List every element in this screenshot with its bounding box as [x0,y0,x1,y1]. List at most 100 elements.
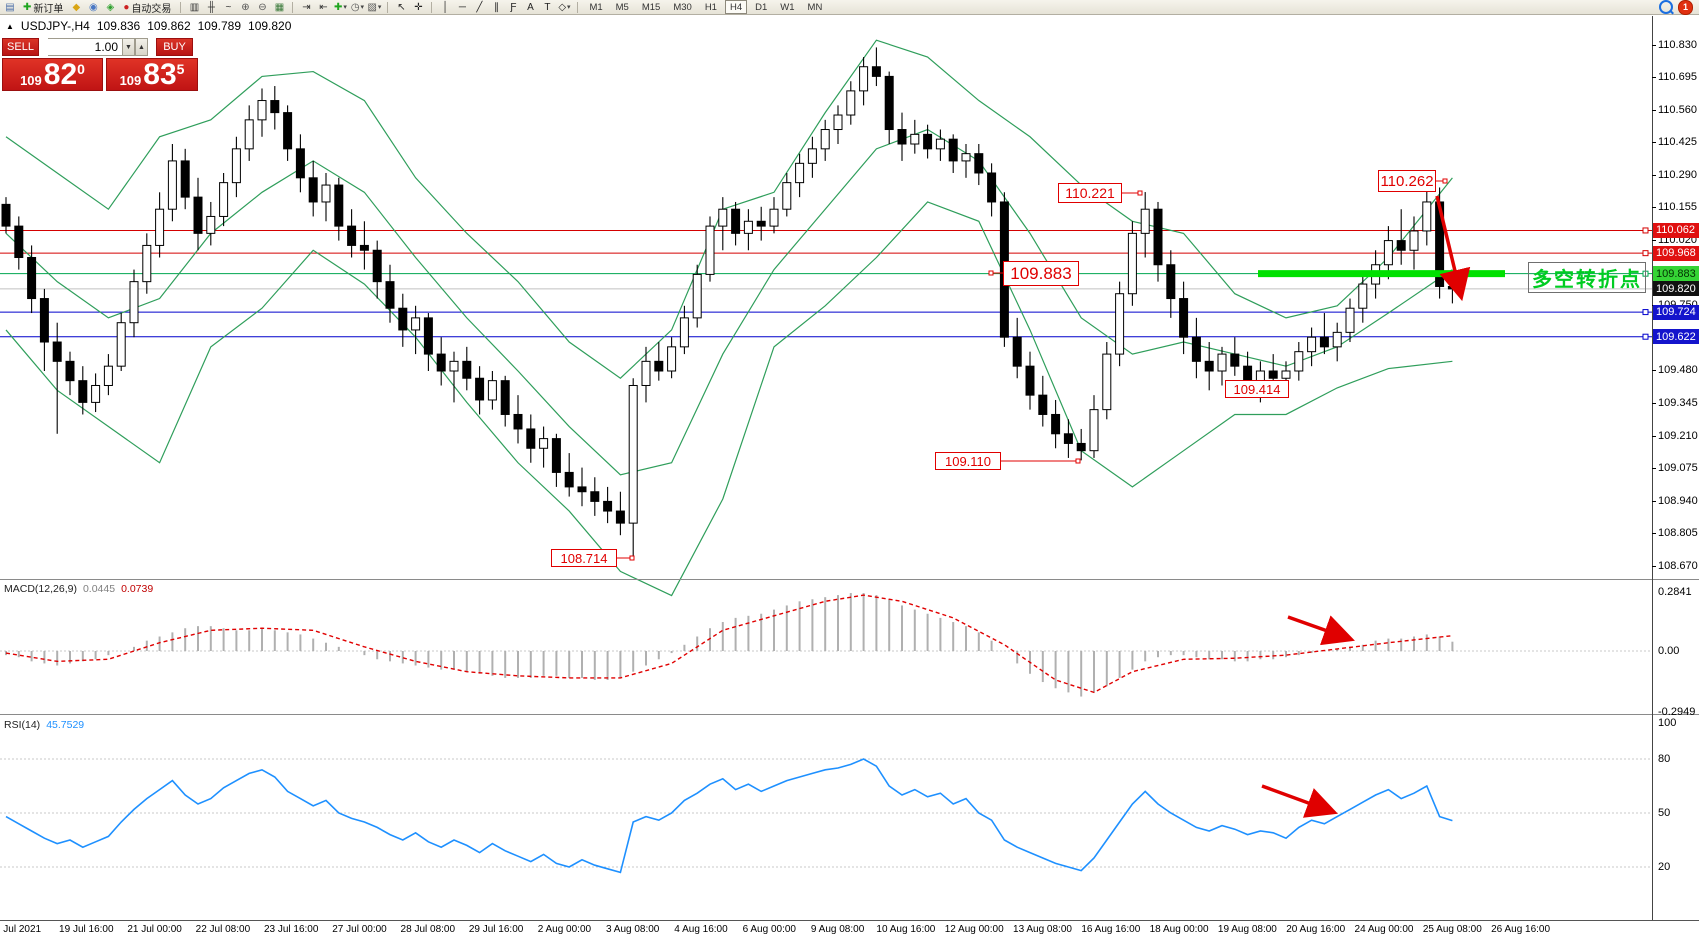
new-order-button[interactable]: ✚ 新订单 [20,1,66,15]
templates-button[interactable]: ▧ ▾ [367,1,382,13]
rsi-down-arrow[interactable] [1261,784,1338,818]
autotrade-button-label: 自动交易 [131,3,172,15]
time-axis-label: 28 Jul 08:00 [400,924,456,935]
candlestick-chart-icon[interactable]: ╫ [207,1,215,13]
auto-scroll-icon[interactable]: ⇥ [302,1,311,13]
price-annotation-label[interactable]: 110.221 [1058,183,1122,203]
buy-price-prefix: 109 [119,73,142,88]
tile-windows-icon[interactable]: ▦ [274,1,285,13]
timeframe-button-m1[interactable]: M1 [589,1,603,13]
price-badge: 109.622 [1653,329,1699,345]
macd-indicator-label: MACD(12,26,9) 0.0445 0.0739 [4,583,153,595]
notifications-icon[interactable]: 1 [1678,0,1693,15]
price-tick-label: 109.345 [1658,397,1698,410]
price-down-arrow[interactable] [1435,195,1471,302]
price-annotation-label[interactable]: 108.714 [551,549,617,567]
macd-tick-label: -0.2949 [1658,705,1696,718]
chart-shift-icon[interactable]: ⇤ [319,1,328,13]
timeframe-button-m5[interactable]: M5 [615,1,629,13]
macd-down-arrow[interactable] [1287,615,1355,646]
price-tick [1652,174,1656,176]
sell-price-button[interactable]: 109 82 0 [2,58,103,91]
price-annotation-label[interactable]: 109.414 [1225,380,1289,398]
periods-button[interactable]: ◷ ▾ [350,1,365,13]
crosshair-icon[interactable]: ✛ [414,1,423,13]
community-icon[interactable]: ◉ [89,1,98,13]
time-axis-label: 24 Aug 00:00 [1354,924,1414,935]
time-axis-label: 23 Jul 16:00 [263,924,319,935]
cursor-icon[interactable]: ↖ [397,1,406,13]
macd-signal-value: 0.0739 [121,583,154,595]
timeframe-button-h1[interactable]: H1 [704,1,717,13]
macd-name: MACD(12,26,9) [4,583,77,595]
price-tick [1652,500,1656,502]
symbol-marker-icon: ▲ [6,21,14,31]
timeframe-button-d1[interactable]: D1 [755,1,768,13]
label-icon[interactable]: T [544,1,551,13]
ohlc-close: 109.820 [248,19,292,33]
horizontal-line-icon[interactable]: ─ [458,1,466,13]
time-axis-label: 18 Aug 00:00 [1149,924,1209,935]
toolbar-separator [577,1,579,13]
time-axis-label: 22 Jul 08:00 [195,924,251,935]
vertical-line-icon[interactable]: │ [442,1,449,13]
price-annotation-label[interactable]: 110.262 [1378,170,1436,192]
fibonacci-icon[interactable]: Ƒ [510,1,517,13]
zoom-out-icon[interactable]: ⊖ [258,1,267,13]
bar-chart-icon[interactable]: ▥ [189,1,200,13]
buy-price-button[interactable]: 109 83 5 [106,58,198,91]
autotrade-button[interactable]: ● 自动交易 [120,1,174,15]
trendline-icon[interactable]: ╱ [476,1,483,13]
rsi-tick-label: 80 [1658,752,1671,765]
timeframe-button-h4[interactable]: H4 [724,0,748,14]
price-annotation-label[interactable]: 109.883 [1003,261,1079,286]
signals-icon[interactable]: ◈ [106,1,115,13]
price-annotation-label[interactable]: 109.110 [935,452,1001,470]
macd-tick-label: 0.2841 [1658,585,1692,598]
buy-button[interactable]: BUY [156,38,193,56]
ohlc-low: 109.789 [197,19,242,33]
price-tick-label: 110.425 [1658,136,1697,149]
macd-main-value: 0.0445 [82,583,116,595]
chart-window-icon[interactable]: ▤ [5,1,15,13]
timeframe-button-m15[interactable]: M15 [641,1,661,13]
volume-decrease-button[interactable]: ▼ [122,38,135,56]
one-click-trade-panel: SELL 1.00 ▼ ▲ BUY 109 82 0 109 83 5 [2,38,198,91]
chevron-down-icon: ▾ [377,3,382,11]
price-tick-label: 110.560 [1658,103,1697,116]
price-tick [1652,109,1656,111]
sell-button[interactable]: SELL [2,38,39,56]
zoom-in-icon[interactable]: ⊕ [241,1,250,13]
new-order-button-icon: ✚ [23,1,32,13]
time-axis-label: 4 Aug 16:00 [674,924,728,935]
timeframe-button-w1[interactable]: W1 [780,1,795,13]
time-axis-label: 2 Aug 00:00 [537,924,592,935]
price-tick-label: 108.670 [1658,560,1698,573]
price-tick-label: 110.695 [1658,71,1697,84]
channel-icon[interactable]: ∥ [493,1,499,13]
volume-increase-button[interactable]: ▲ [135,38,148,56]
sell-price-pip: 0 [77,61,85,77]
toolbar: ▤ ✚ 新订单 ◆ ◉ ◈ ● 自动交易 ▥ ╫ ~ ⊕ ⊖ ▦ ⇥ ⇤ ✚ ▾ ◷ ▾ ▧ ▾ ↖ ✛ │ ─ ╱ ∥ Ƒ A T ◇ ▾ M1… [0,0,1699,15]
toolbar-separator [431,1,433,13]
price-tick [1652,240,1656,242]
time-axis-label: 20 Aug 16:00 [1286,924,1346,935]
volume-input[interactable]: 1.00 [48,38,122,56]
timeframe-button-m30[interactable]: M30 [673,1,692,13]
shapes-icon[interactable]: ◇ ▾ [558,1,571,13]
turning-point-text-object[interactable]: 多空转折点 [1528,262,1646,293]
time-axis-label: 9 Aug 08:00 [810,924,865,935]
text-icon[interactable]: A [527,1,534,13]
price-tick [1652,533,1656,535]
search-icon[interactable] [1659,0,1673,14]
styler-icon[interactable]: ◆ [72,1,81,13]
line-chart-icon[interactable]: ~ [225,1,232,13]
time-axis-label: 16 Aug 16:00 [1081,924,1141,935]
indicators-button[interactable]: ✚ ▾ [333,1,347,13]
sell-price-prefix: 109 [20,73,42,88]
price-tick [1652,77,1656,79]
time-axis-label: 26 Aug 16:00 [1491,924,1551,935]
toolbar-separator [292,1,294,13]
timeframe-button-mn[interactable]: MN [807,1,823,13]
